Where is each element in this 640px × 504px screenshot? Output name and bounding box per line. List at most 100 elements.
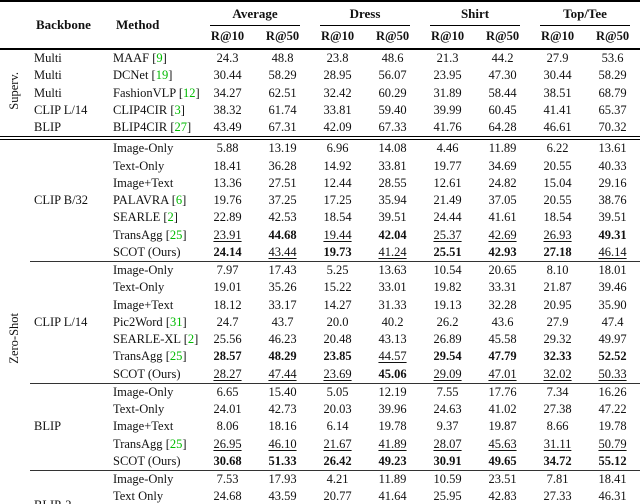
method-label: SEARLE-XL bbox=[113, 332, 181, 347]
value-cell: 23.95 bbox=[433, 68, 462, 83]
citation-link[interactable]: 12 bbox=[183, 85, 196, 100]
value-cell: 25.56 bbox=[213, 332, 242, 347]
value-cell: 58.29 bbox=[598, 68, 627, 83]
value-cell: 41.24 bbox=[365, 243, 421, 263]
value-cell: 20.55 bbox=[543, 193, 572, 208]
header-backbone: Backbone bbox=[30, 1, 110, 51]
backbone-cell: BLIP-2 bbox=[30, 470, 110, 504]
method-cell: SCOT (Ours) bbox=[110, 365, 200, 384]
value-cell: 19.77 bbox=[433, 158, 462, 173]
citation-link[interactable]: 6 bbox=[175, 193, 183, 208]
value-cell: 48.29 bbox=[268, 349, 297, 364]
value-cell: 5.25 bbox=[326, 263, 349, 278]
value-cell: 55.12 bbox=[585, 452, 640, 472]
citation-link[interactable]: 3 bbox=[174, 102, 181, 117]
table-header: Backbone Method Average Dress Shirt Top/… bbox=[0, 1, 640, 51]
value-cell: 19.76 bbox=[213, 193, 242, 208]
header-group-average: Average bbox=[200, 1, 310, 26]
citation-link[interactable]: 25 bbox=[169, 227, 183, 242]
header-group-row: Backbone Method Average Dress Shirt Top/… bbox=[0, 1, 640, 51]
citation-link[interactable]: 2 bbox=[167, 210, 174, 225]
value-cell: 10.54 bbox=[433, 263, 462, 278]
method-cell: Image-Only bbox=[110, 262, 200, 280]
value-cell: 35.94 bbox=[378, 193, 407, 208]
value-cell: 13.63 bbox=[378, 263, 407, 278]
citation-link[interactable]: 27 bbox=[174, 120, 187, 135]
value-cell: 7.55 bbox=[436, 384, 459, 399]
method-label: SEARLE bbox=[113, 210, 161, 225]
value-cell: 20.0 bbox=[326, 314, 349, 329]
backbone-cell: CLIP L/14 bbox=[34, 102, 88, 117]
citation-bracket: ] bbox=[194, 332, 199, 347]
citation-link[interactable]: 19 bbox=[155, 68, 169, 83]
value-cell: 43.6 bbox=[491, 314, 514, 329]
table-row: TransAgg [25] 28.57 48.29 23.85 44.57 29.54 47… bbox=[0, 348, 640, 365]
value-cell: 42.04 bbox=[378, 227, 407, 242]
value-cell: 37.25 bbox=[268, 193, 297, 208]
value-cell: 37.05 bbox=[488, 193, 517, 208]
value-cell: 41.64 bbox=[378, 489, 407, 504]
value-cell: 36.28 bbox=[268, 158, 297, 173]
value-cell: 45.06 bbox=[365, 365, 421, 384]
backbone-cell: Multi bbox=[34, 51, 62, 66]
value-cell: 5.88 bbox=[216, 141, 239, 156]
value-cell: 19.78 bbox=[598, 419, 627, 434]
value-cell: 35.26 bbox=[268, 280, 297, 295]
method-cell: TransAgg [25] bbox=[110, 227, 200, 244]
value-cell: 25.95 bbox=[433, 489, 462, 504]
table-row: Multi FashionVLP [12] 34.27 62.51 32.42 60.29… bbox=[0, 85, 640, 102]
value-cell: 27.38 bbox=[543, 402, 572, 417]
method-cell: MAAF [9] bbox=[110, 49, 200, 67]
method-label: Text-Only bbox=[113, 402, 165, 417]
value-cell: 46.14 bbox=[585, 243, 640, 263]
value-cell: 20.65 bbox=[488, 263, 517, 278]
section-label-text: Zero-Shot bbox=[7, 312, 22, 364]
value-cell: 28.07 bbox=[433, 436, 462, 451]
value-cell: 38.51 bbox=[543, 85, 572, 100]
value-cell: 14.92 bbox=[323, 158, 352, 173]
citation-bracket: ] bbox=[180, 102, 185, 117]
value-cell: 67.31 bbox=[255, 119, 311, 141]
citation-link[interactable]: 9 bbox=[156, 51, 163, 66]
table-row: BLIP BLIP4CIR [27] 43.49 67.31 42.09 67.33 41.… bbox=[0, 119, 640, 141]
value-cell: 32.28 bbox=[488, 297, 517, 312]
value-cell: 17.43 bbox=[268, 263, 297, 278]
value-cell: 5.05 bbox=[326, 384, 349, 399]
method-cell: FashionVLP [12] bbox=[110, 85, 200, 102]
method-label: BLIP4CIR bbox=[113, 120, 168, 135]
table-row: Text-Only 24.01 42.73 20.03 39.96 24.63 41.02 2… bbox=[0, 401, 640, 418]
value-cell: 42.09 bbox=[310, 119, 366, 141]
citation-link[interactable]: 25 bbox=[169, 436, 183, 451]
citation-link[interactable]: 25 bbox=[169, 349, 183, 364]
header-metric: R@10 bbox=[310, 25, 366, 51]
value-cell: 26.42 bbox=[310, 452, 366, 472]
value-cell: 42.73 bbox=[268, 402, 297, 417]
value-cell: 4.46 bbox=[436, 141, 459, 156]
method-label: SCOT (Ours) bbox=[113, 244, 181, 259]
value-cell: 44.2 bbox=[491, 51, 514, 66]
value-cell: 24.44 bbox=[433, 210, 462, 225]
value-cell: 19.87 bbox=[488, 419, 517, 434]
citation-link[interactable]: 31 bbox=[169, 314, 183, 329]
table-row: Text-Only 18.41 36.28 14.92 33.81 19.77 34.69 2… bbox=[0, 158, 640, 175]
value-cell: 23.85 bbox=[323, 349, 352, 364]
value-cell: 6.65 bbox=[216, 384, 239, 399]
value-cell: 8.10 bbox=[546, 263, 569, 278]
value-cell: 45.63 bbox=[488, 436, 517, 451]
method-cell: Pic2Word [31] bbox=[110, 314, 200, 331]
value-cell: 30.68 bbox=[200, 452, 255, 472]
table-row: TransAgg [25] 23.91 44.68 19.44 42.04 25.37 42… bbox=[0, 227, 640, 244]
value-cell: 6.14 bbox=[326, 419, 349, 434]
method-label: DCNet bbox=[113, 68, 149, 83]
method-cell: Image+Text bbox=[110, 297, 200, 314]
value-cell: 42.83 bbox=[488, 489, 517, 504]
value-cell: 19.73 bbox=[310, 243, 366, 263]
value-cell: 39.46 bbox=[598, 280, 627, 295]
value-cell: 11.89 bbox=[488, 141, 517, 156]
value-cell: 47.22 bbox=[598, 402, 627, 417]
value-cell: 15.40 bbox=[268, 384, 297, 399]
table-row: Image+Text 13.36 27.51 12.44 28.55 12.61 24.82… bbox=[0, 175, 640, 192]
citation-link[interactable]: 2 bbox=[187, 332, 195, 347]
method-label: Image-Only bbox=[113, 141, 174, 156]
